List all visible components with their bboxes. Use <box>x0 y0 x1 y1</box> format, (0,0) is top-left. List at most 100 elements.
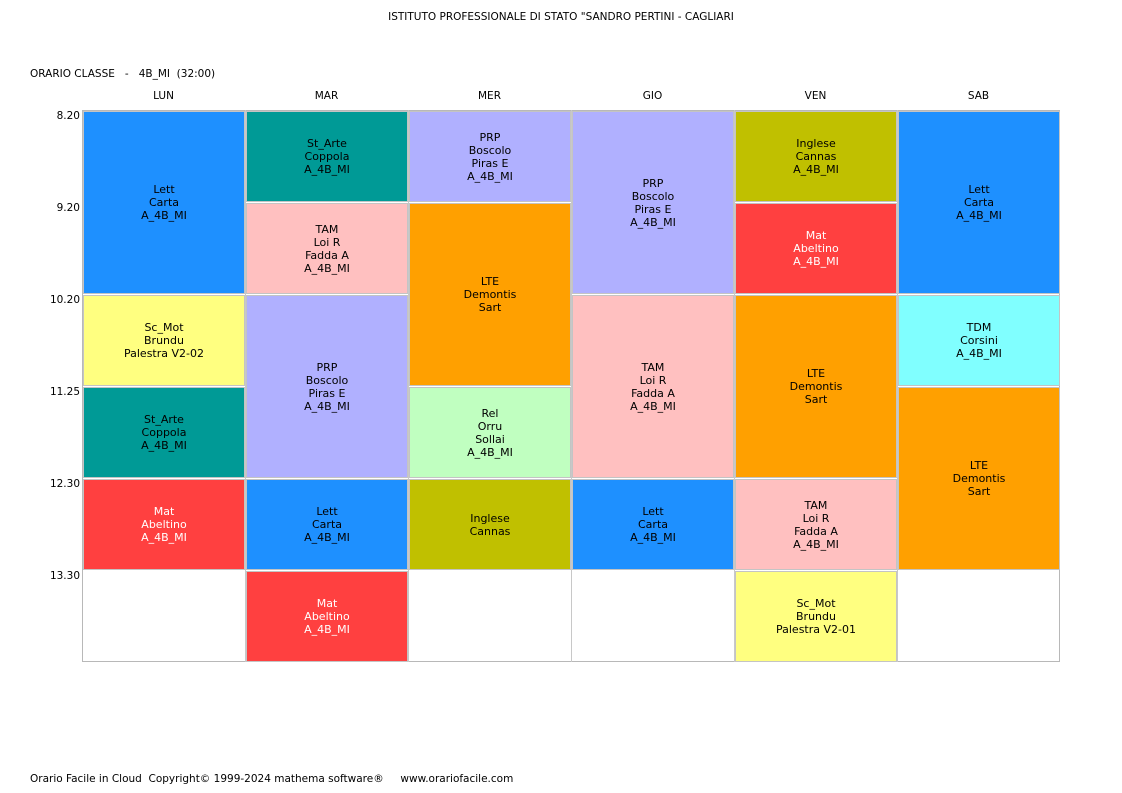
lesson-subject: PRP <box>642 176 664 190</box>
lesson-block[interactable]: TDM Corsini A_4B_MI <box>898 295 1060 386</box>
lesson-subject: Lett <box>642 505 664 518</box>
grid-column-line <box>897 110 898 662</box>
lesson-detail: A_4B_MI <box>304 163 350 176</box>
time-label: 12.30 <box>49 478 80 490</box>
lesson-detail: Palestra V2-02 <box>124 347 204 360</box>
lesson-block[interactable]: Sc_Mot Brundu Palestra V2-01 <box>735 571 897 662</box>
footer-copyright: Orario Facile in Cloud Copyright© 1999-2… <box>30 773 514 785</box>
lesson-detail: Abeltino <box>304 610 350 623</box>
lesson-block[interactable]: PRP Boscolo Piras E A_4B_MI <box>572 111 734 294</box>
lesson-detail: Loi R <box>313 235 341 249</box>
lesson-block[interactable]: LTE Demontis Sart <box>409 203 571 386</box>
lesson-subject: LTE <box>480 275 500 288</box>
lesson-detail: Demontis <box>463 288 517 301</box>
lesson-subject: St_Arte <box>307 137 347 150</box>
lesson-detail: Fadda A <box>631 386 675 400</box>
lesson-detail: Carta <box>964 196 994 209</box>
lesson-subject: LTE <box>969 459 989 472</box>
lesson-block[interactable]: Mat Abeltino A_4B_MI <box>83 479 245 570</box>
time-label: 8.20 <box>56 110 80 122</box>
lesson-detail: Demontis <box>952 472 1006 485</box>
grid-column-line <box>245 110 246 662</box>
lesson-detail: Fadda A <box>794 524 838 538</box>
lesson-block[interactable]: Mat Abeltino A_4B_MI <box>246 571 408 662</box>
lesson-detail: Piras E <box>634 202 672 216</box>
lesson-detail: Corsini <box>960 334 998 347</box>
lesson-detail: Brundu <box>144 334 184 347</box>
lesson-detail: A_4B_MI <box>793 163 839 176</box>
lesson-block[interactable]: PRP Boscolo Piras E A_4B_MI <box>409 111 571 202</box>
lesson-subject: Rel <box>481 406 499 420</box>
lesson-block[interactable]: Sc_Mot Brundu Palestra V2-02 <box>83 295 245 386</box>
lesson-detail: Loi R <box>639 373 667 387</box>
lesson-subject: Sc_Mot <box>796 597 836 610</box>
lesson-detail: Sart <box>804 393 828 406</box>
lesson-detail: Loi R <box>802 511 830 525</box>
time-label: 13.30 <box>49 570 80 582</box>
lesson-detail: A_4B_MI <box>141 209 187 222</box>
lesson-detail: Sollai <box>475 432 505 446</box>
lesson-detail: A_4B_MI <box>956 209 1002 222</box>
lesson-subject: PRP <box>316 360 338 374</box>
lesson-detail: A_4B_MI <box>304 623 350 636</box>
lesson-block[interactable]: St_Arte Coppola A_4B_MI <box>246 111 408 202</box>
lesson-detail: A_4B_MI <box>304 261 350 275</box>
day-header-mar: MAR <box>314 90 339 102</box>
lesson-detail: Boscolo <box>468 143 512 157</box>
lesson-block[interactable]: Lett Carta A_4B_MI <box>898 111 1060 294</box>
lesson-block[interactable]: Inglese Cannas A_4B_MI <box>735 111 897 202</box>
lesson-block[interactable]: Lett Carta A_4B_MI <box>572 479 734 570</box>
lesson-block[interactable]: Lett Carta A_4B_MI <box>83 111 245 294</box>
lesson-detail: Piras E <box>308 386 346 400</box>
lesson-detail: A_4B_MI <box>467 169 513 183</box>
day-header-ven: VEN <box>804 90 827 102</box>
lesson-detail: A_4B_MI <box>630 531 676 544</box>
lesson-subject: Mat <box>805 229 827 242</box>
lesson-subject: TAM <box>641 360 665 374</box>
lesson-subject: Mat <box>153 505 175 518</box>
lesson-block[interactable]: Inglese Cannas <box>409 479 571 570</box>
lesson-block[interactable]: Mat Abeltino A_4B_MI <box>735 203 897 294</box>
lesson-subject: Inglese <box>470 511 510 525</box>
class-timetable-title: ORARIO CLASSE - 4B_MI (32:00) <box>30 68 216 80</box>
lesson-block[interactable]: TAM Loi R Fadda A A_4B_MI <box>572 295 734 478</box>
lesson-detail: Brundu <box>796 610 836 623</box>
lesson-subject: TAM <box>804 498 828 512</box>
lesson-detail: Sart <box>967 485 991 498</box>
day-header-mer: MER <box>478 90 501 102</box>
grid-column-line <box>734 110 735 662</box>
lesson-detail: Cannas <box>795 150 837 163</box>
lesson-block[interactable]: TAM Loi R Fadda A A_4B_MI <box>735 479 897 570</box>
lesson-detail: Carta <box>638 518 668 531</box>
grid-column-line <box>408 110 409 662</box>
lesson-detail: A_4B_MI <box>304 399 350 413</box>
lesson-subject: Inglese <box>796 137 836 150</box>
lesson-detail: Boscolo <box>305 373 349 387</box>
lesson-detail: A_4B_MI <box>304 531 350 544</box>
lesson-block[interactable]: Rel Orru Sollai A_4B_MI <box>409 387 571 478</box>
lesson-detail: Palestra V2-01 <box>776 623 856 636</box>
lesson-block[interactable]: LTE Demontis Sart <box>735 295 897 478</box>
lesson-detail: A_4B_MI <box>793 537 839 551</box>
time-label: 9.20 <box>56 202 80 214</box>
lesson-detail: Coppola <box>141 426 187 439</box>
lesson-detail: Abeltino <box>793 242 839 255</box>
lesson-detail: A_4B_MI <box>793 255 839 268</box>
lesson-subject: Lett <box>153 183 175 196</box>
lesson-subject: LTE <box>806 367 826 380</box>
lesson-block[interactable]: Lett Carta A_4B_MI <box>246 479 408 570</box>
lesson-detail: A_4B_MI <box>630 399 676 413</box>
lesson-detail: Demontis <box>789 380 843 393</box>
lesson-block[interactable]: LTE Demontis Sart <box>898 387 1060 570</box>
lesson-detail: A_4B_MI <box>141 531 187 544</box>
lesson-block[interactable]: TAM Loi R Fadda A A_4B_MI <box>246 203 408 294</box>
lesson-detail: Coppola <box>304 150 350 163</box>
day-header-lun: LUN <box>153 90 174 102</box>
lesson-block[interactable]: PRP Boscolo Piras E A_4B_MI <box>246 295 408 478</box>
lesson-detail: Carta <box>149 196 179 209</box>
lesson-block[interactable]: St_Arte Coppola A_4B_MI <box>83 387 245 478</box>
lesson-detail: A_4B_MI <box>467 445 513 459</box>
grid-column-line <box>571 110 572 662</box>
lesson-subject: Lett <box>968 183 990 196</box>
lesson-subject: PRP <box>479 130 501 144</box>
